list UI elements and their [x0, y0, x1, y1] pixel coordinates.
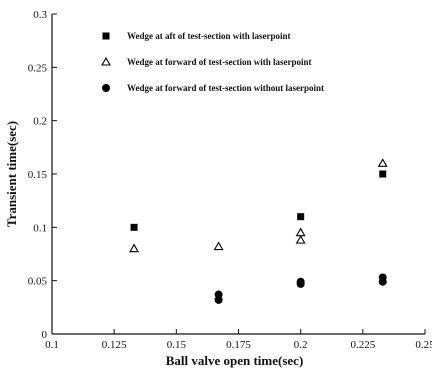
y-tick-label: 0.15 [28, 169, 48, 181]
y-tick-label: 0.2 [33, 116, 47, 128]
data-point-series-2 [295, 227, 306, 237]
legend-label-series-1: Wedge at aft of test-section with laserp… [127, 31, 290, 41]
data-point-series-1 [130, 223, 138, 231]
data-point-series-2 [295, 235, 306, 244]
y-tick-label: 0.25 [28, 62, 48, 74]
y-axis-ticks: 0 0.05 0.1 0.15 0.2 0.25 0.3 [28, 9, 57, 341]
legend-marker-series-3 [102, 84, 110, 92]
x-tick-label: 0.15 [167, 339, 187, 351]
y-tick-label: 0.3 [33, 9, 47, 21]
legend-label-series-3: Wedge at forward of test-section without… [127, 83, 324, 93]
x-axis-ticks: 0.1 0.125 0.15 0.175 0.2 0.225 0.25 [45, 329, 432, 351]
y-axis-title: Transient time(sec) [4, 121, 19, 227]
legend-marker-series-1 [102, 32, 110, 40]
y-tick-label: 0.05 [28, 276, 48, 288]
data-point-series-3 [214, 295, 223, 304]
x-axis-title: Ball valve open time(sec) [166, 353, 304, 368]
data-point-series-1 [297, 213, 305, 221]
y-tick-label: 0.1 [33, 222, 47, 234]
x-tick-label: 0.1 [45, 339, 59, 351]
x-tick-label: 0.2 [294, 339, 308, 351]
data-points [129, 158, 388, 304]
legend: Wedge at aft of test-section with laserp… [101, 31, 324, 93]
data-point-series-2 [377, 158, 388, 167]
data-point-series-2 [129, 243, 140, 253]
x-tick-label: 0.25 [415, 339, 432, 351]
legend-marker-series-2 [101, 56, 111, 66]
x-tick-label: 0.125 [102, 339, 127, 351]
x-tick-label: 0.225 [350, 339, 375, 351]
data-point-series-3 [296, 277, 305, 286]
y-tick-label: 0 [42, 329, 48, 341]
data-point-series-1 [379, 170, 387, 178]
legend-label-series-2: Wedge at forward of test-section with la… [127, 57, 311, 67]
x-tick-label: 0.175 [226, 339, 251, 351]
data-point-series-3 [378, 277, 387, 286]
data-point-series-2 [213, 241, 224, 251]
